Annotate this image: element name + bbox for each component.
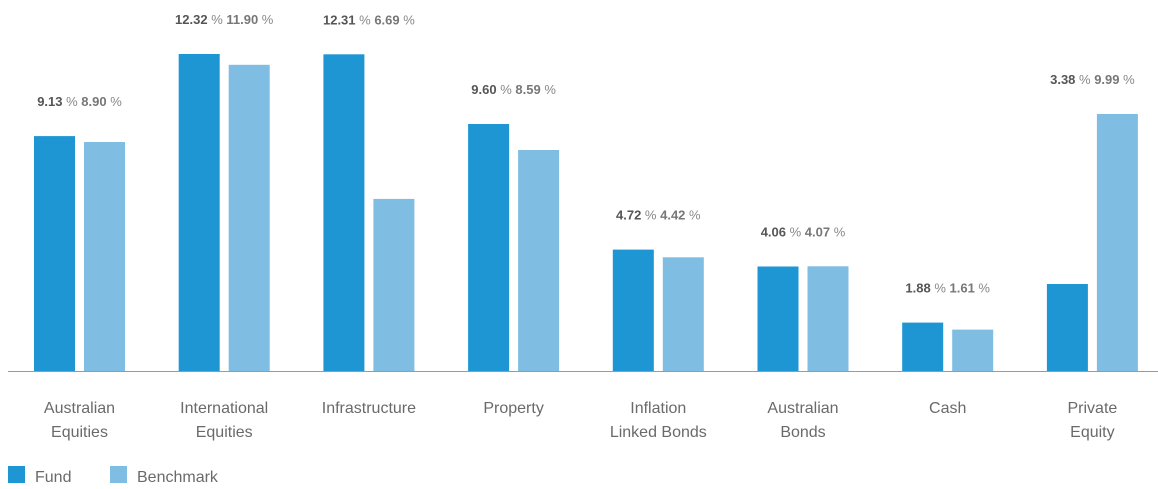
bar-fund-0 (34, 136, 75, 371)
legend: Fund Benchmark (8, 466, 219, 486)
value-label-fund-1: 12.32 (175, 12, 208, 27)
bar-benchmark-7 (1096, 114, 1138, 371)
category-label-line: Equities (51, 424, 108, 441)
bar-benchmark-3 (518, 150, 560, 371)
unit-label-benchmark-3: % (541, 82, 557, 97)
unit-label-benchmark-5: % (830, 224, 846, 239)
category-label-2: Infrastructure (322, 400, 416, 417)
bar-benchmark-6 (952, 329, 994, 371)
category-label-7: Private Equity (1068, 400, 1118, 441)
value-label-group-4: 4.72 % 4.42 % (616, 208, 701, 223)
category-label-line: International (180, 400, 268, 417)
bar-benchmark-4 (662, 257, 704, 371)
category-label-line: Infrastructure (322, 400, 416, 417)
unit-label-fund-2: % (356, 12, 372, 27)
unit-label-fund-1: % (208, 12, 224, 27)
category-label-line: Cash (929, 400, 966, 417)
category-label-0: Australian Equities (44, 400, 115, 441)
category-label-line: Inflation (630, 400, 686, 417)
legend-label-fund: Fund (35, 469, 71, 486)
bars-layer (34, 54, 1138, 372)
value-label-benchmark-5: 4.07 (801, 224, 830, 239)
value-label-benchmark-3: 8.59 (512, 82, 541, 97)
value-label-benchmark-0: 8.90 (78, 94, 107, 109)
category-label-line: Private (1068, 400, 1118, 417)
bar-benchmark-0 (84, 142, 125, 371)
unit-label-fund-5: % (786, 224, 802, 239)
value-label-benchmark-6: 1.61 (946, 281, 975, 296)
unit-label-fund-3: % (497, 82, 513, 97)
value-label-group-1: 12.32 % 11.90 % (175, 12, 274, 27)
value-label-group-0: 9.13 % 8.90 % (37, 94, 122, 109)
category-label-5: Australian Bonds (767, 400, 838, 441)
category-label-line: Linked Bonds (610, 424, 707, 441)
value-label-group-3: 9.60 % 8.59 % (471, 82, 556, 97)
value-label-fund-3: 9.60 (471, 82, 496, 97)
value-label-benchmark-2: 6.69 (371, 12, 400, 27)
value-label-fund-6: 1.88 (905, 281, 930, 296)
value-label-fund-2: 12.31 (323, 12, 356, 27)
value-label-group-7: 3.38 % 9.99 % (1050, 72, 1135, 87)
legend-swatch-fund (8, 466, 25, 483)
bar-fund-1 (178, 54, 220, 371)
unit-label-fund-0: % (63, 94, 79, 109)
value-label-group-6: 1.88 % 1.61 % (905, 281, 990, 296)
value-label-fund-7: 3.38 (1050, 72, 1075, 87)
unit-label-fund-4: % (641, 208, 657, 223)
category-label-line: Australian (44, 400, 115, 417)
bar-fund-5 (757, 266, 799, 371)
bar-benchmark-2 (373, 198, 415, 371)
category-label-6: Cash (929, 400, 966, 417)
category-label-line: Australian (767, 400, 838, 417)
value-label-group-5: 4.06 % 4.07 % (761, 224, 846, 239)
bar-benchmark-5 (807, 266, 849, 371)
unit-label-benchmark-7: % (1120, 72, 1136, 87)
value-label-fund-0: 9.13 (37, 94, 62, 109)
legend-swatch-benchmark (110, 466, 127, 483)
value-labels-layer: 9.13 % 8.90 %12.32 % 11.90 % 12.31 % 6.69… (37, 12, 1135, 296)
value-label-fund-4: 4.72 (616, 208, 641, 223)
bar-fund-6 (902, 322, 944, 371)
unit-label-fund-7: % (1075, 72, 1091, 87)
category-label-line: Bonds (780, 424, 825, 441)
unit-label-benchmark-2: % (400, 12, 416, 27)
value-label-benchmark-1: 11.90 (223, 12, 258, 27)
category-label-4: Inflation Linked Bonds (610, 400, 707, 441)
unit-label-benchmark-1: % (258, 12, 274, 27)
value-label-benchmark-4: 4.42 (656, 208, 685, 223)
bar-benchmark-1 (228, 64, 270, 372)
unit-label-fund-6: % (931, 281, 947, 296)
unit-label-benchmark-0: % (107, 94, 123, 109)
category-label-1: International Equities (180, 400, 268, 441)
bar-fund-3 (468, 124, 510, 371)
bar-fund-7 (1046, 284, 1088, 371)
value-label-fund-5: 4.06 (761, 224, 786, 239)
bar-fund-4 (612, 249, 654, 371)
value-label-benchmark-7: 9.99 (1091, 72, 1120, 87)
category-label-line: Equity (1070, 424, 1114, 441)
unit-label-benchmark-4: % (685, 208, 701, 223)
category-label-line: Property (483, 400, 543, 417)
unit-label-benchmark-6: % (975, 281, 991, 296)
category-label-line: Equities (196, 424, 253, 441)
category-label-3: Property (483, 400, 543, 417)
bar-fund-2 (323, 54, 365, 372)
legend-label-benchmark: Benchmark (137, 469, 219, 486)
value-label-group-2: 12.31 % 6.69 % (323, 12, 415, 27)
